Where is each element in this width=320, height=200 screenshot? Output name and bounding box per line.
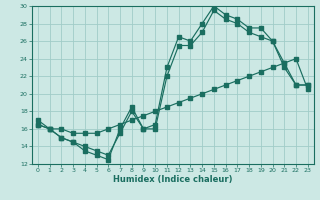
X-axis label: Humidex (Indice chaleur): Humidex (Indice chaleur)	[113, 175, 233, 184]
